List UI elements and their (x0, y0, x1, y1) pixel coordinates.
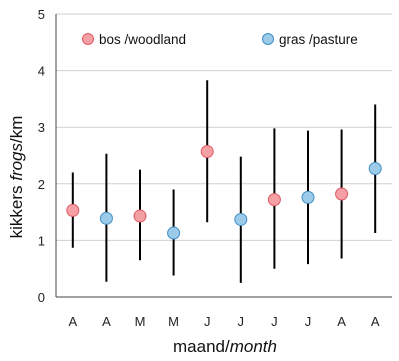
y-axis-label-unit: /km (7, 116, 26, 143)
y-tick-label: 4 (38, 64, 45, 79)
y-tick-labels: 0 1 2 3 4 5 (38, 7, 45, 305)
x-axis-label: maand/month (173, 337, 277, 356)
data-points (66, 145, 382, 240)
y-tick-label: 3 (38, 120, 45, 135)
gridlines (56, 13, 392, 241)
x-axis-label-italic: month (230, 337, 277, 356)
legend: bos /woodland gras /pasture (82, 32, 358, 47)
x-tick-label: J (305, 314, 312, 329)
x-axis-label-main: maand/ (173, 337, 230, 356)
x-tick-label: M (168, 314, 179, 329)
data-point (99, 211, 113, 225)
error-bars (71, 80, 377, 283)
axes (55, 14, 392, 298)
x-tick-label: J (238, 314, 245, 329)
legend-marker-woodland (82, 33, 94, 45)
data-point (234, 212, 248, 226)
data-point (66, 203, 80, 217)
y-axis-label-main: kikkers (7, 181, 26, 239)
legend-label-woodland: bos /woodland (99, 32, 186, 47)
y-tick-label: 5 (38, 7, 45, 22)
data-point (200, 145, 214, 159)
data-point (267, 193, 281, 207)
x-tick-label: A (337, 314, 346, 329)
x-tick-label: A (102, 314, 111, 329)
y-axis-label: kikkers frogs/km (7, 116, 26, 239)
y-axis-label-italic: frogs (7, 142, 26, 180)
data-point (368, 162, 382, 176)
legend-label-pasture: gras /pasture (279, 32, 358, 47)
y-tick-label: 2 (38, 177, 45, 192)
data-point (167, 226, 181, 240)
y-tick-label: 0 (38, 290, 45, 305)
data-point (335, 187, 349, 201)
x-tick-label: J (204, 314, 211, 329)
legend-marker-pasture (262, 33, 274, 45)
y-tick-label: 1 (38, 233, 45, 248)
data-point (133, 209, 147, 223)
data-point (301, 190, 315, 204)
x-tick-label: J (271, 314, 278, 329)
x-tick-label: M (135, 314, 146, 329)
x-tick-label: A (68, 314, 77, 329)
x-tick-label: A (371, 314, 380, 329)
